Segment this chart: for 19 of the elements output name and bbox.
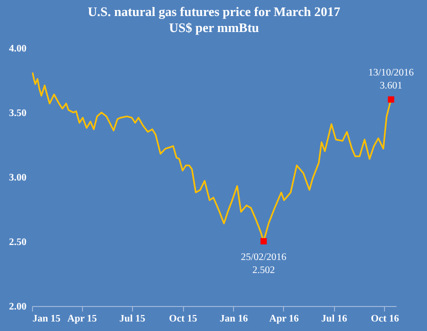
x-tick-label: Oct 15 (169, 314, 198, 324)
y-tick-label: 3.50 (9, 108, 26, 119)
annotation: 25/02/2016 (240, 252, 286, 264)
y-tick-label: 3.00 (9, 172, 26, 184)
x-tick-label: Apr 16 (269, 314, 299, 324)
annotation: 13/10/2016 (368, 67, 414, 78)
x-tick-label: Jan 16 (220, 314, 248, 324)
x-tick-label: Oct 16 (370, 314, 399, 324)
chart-title: U.S. natural gas futures price for March 2017 (88, 4, 341, 19)
x-tick-label: Jul 15 (119, 314, 146, 324)
chart-subtitle: US$ per mmBtu (168, 20, 260, 35)
annotation: 3.601 (380, 80, 402, 92)
y-tick-label: 4.00 (9, 44, 26, 54)
y-tick-label: 2.00 (9, 302, 26, 312)
x-tick-label: Jan 15 (32, 314, 61, 324)
annotation: 2.502 (252, 265, 275, 276)
y-tick-label: 2.50 (9, 237, 26, 248)
x-tick-label: Apr 15 (67, 314, 97, 324)
x-tick-label: Jul 16 (321, 314, 348, 324)
